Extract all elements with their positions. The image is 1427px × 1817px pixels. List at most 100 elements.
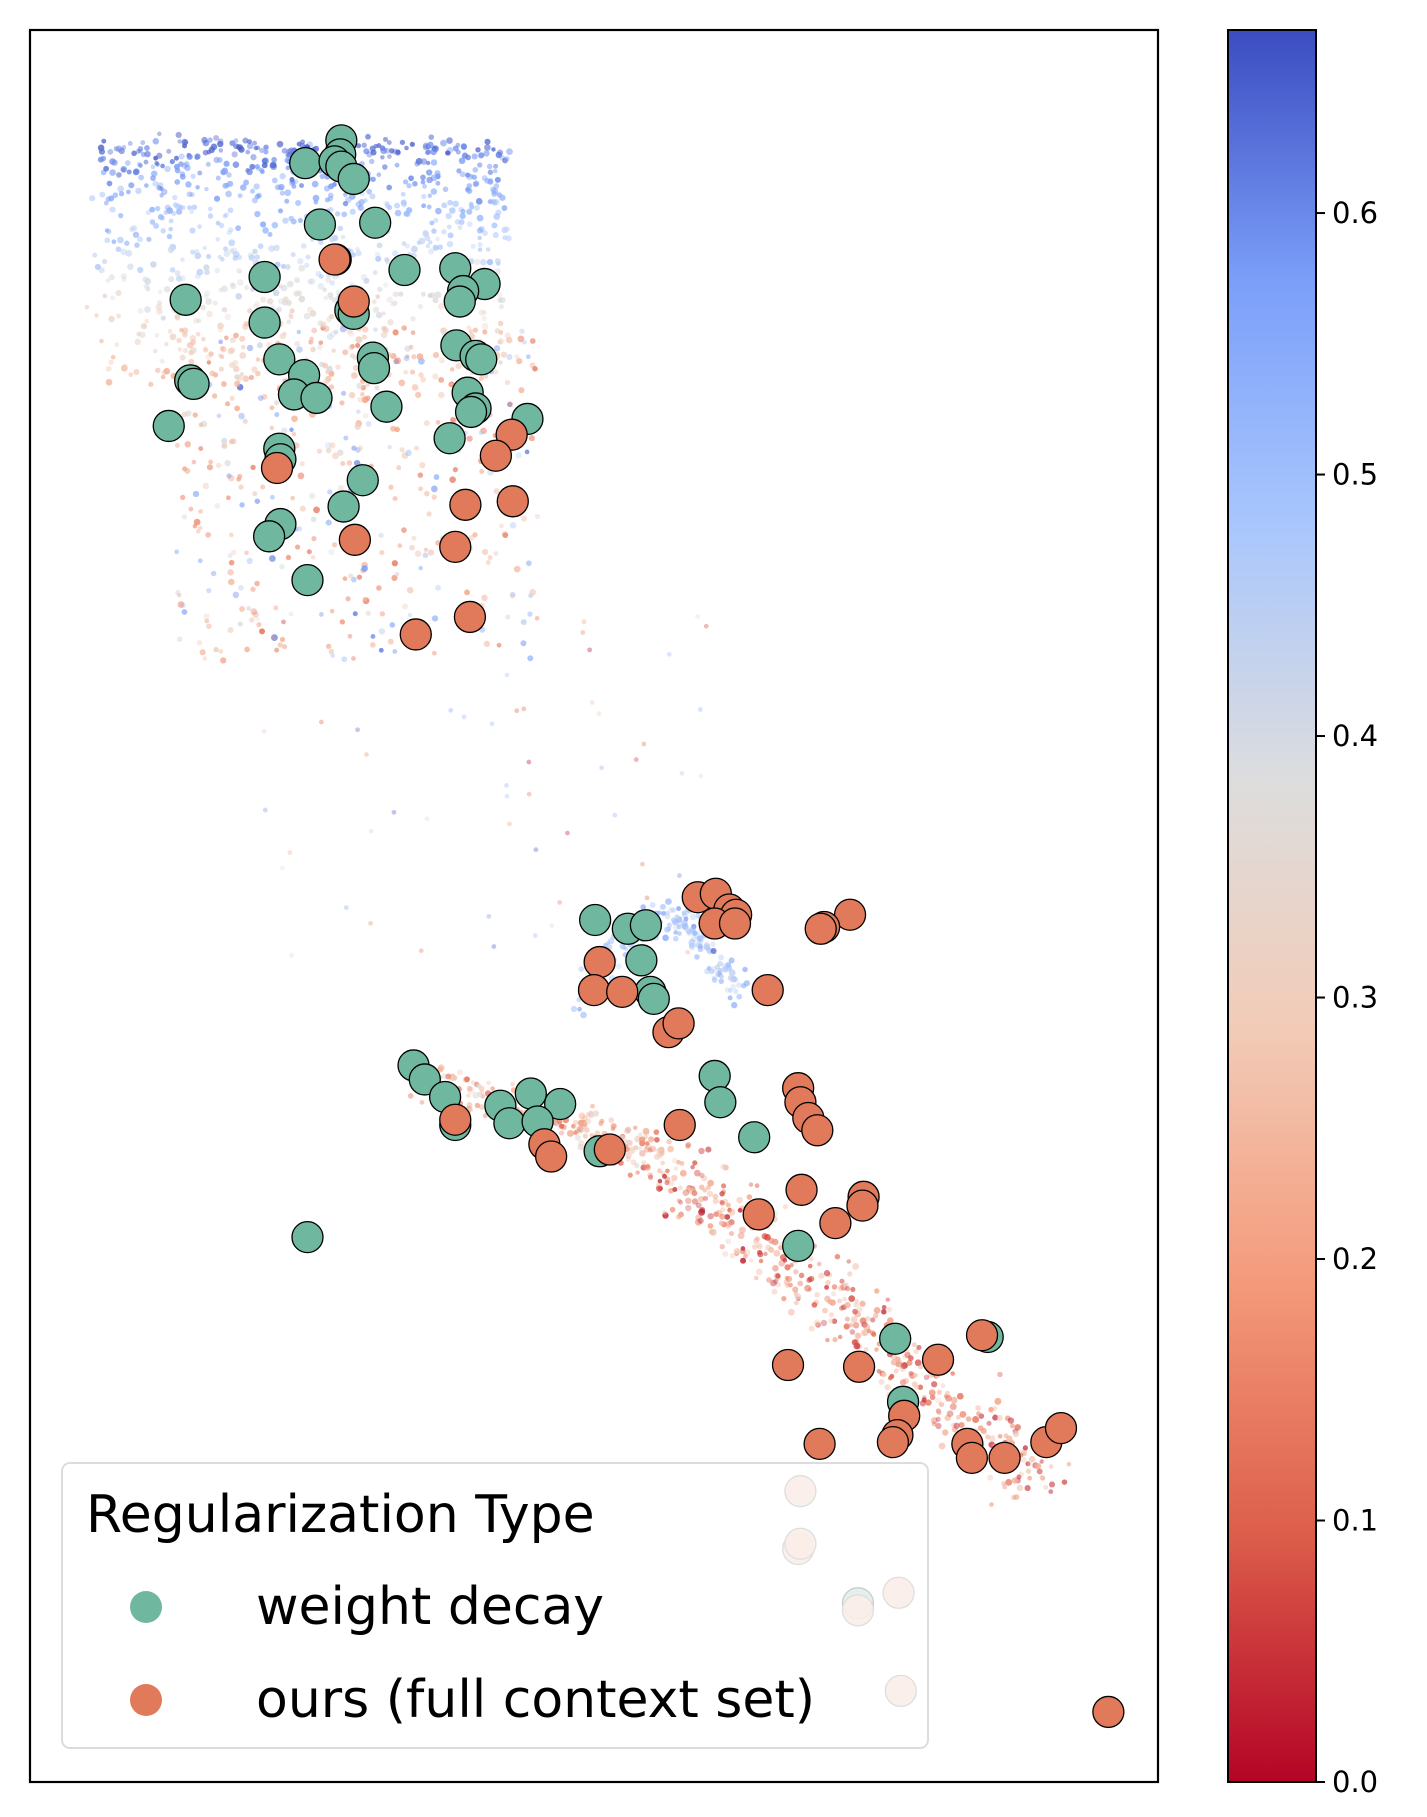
- cloud-point: [890, 1359, 898, 1366]
- cloud-point: [859, 1300, 866, 1307]
- cloud-point: [580, 1127, 586, 1133]
- cloud-point: [204, 618, 210, 624]
- cloud-point: [245, 149, 251, 155]
- cloud-point: [387, 444, 392, 450]
- cloud-point: [728, 969, 736, 977]
- cloud-point: [150, 261, 157, 268]
- cloud-point: [430, 159, 438, 166]
- marker-ours: [453, 600, 487, 634]
- cloud-point: [407, 612, 413, 618]
- cloud-point: [348, 391, 356, 399]
- cloud-point: [785, 1283, 790, 1288]
- cloud-point: [122, 363, 128, 369]
- marker-ours: [846, 1189, 879, 1222]
- cloud-point: [394, 209, 402, 217]
- cloud-point: [104, 237, 111, 244]
- cloud-point: [773, 1249, 781, 1257]
- cloud-point: [435, 207, 442, 215]
- cloud-point: [852, 1263, 860, 1270]
- cloud-point: [865, 1316, 871, 1322]
- cloud-point: [375, 294, 381, 299]
- cloud-point: [126, 189, 131, 195]
- cloud-point: [242, 418, 248, 424]
- cloud-point: [271, 156, 277, 163]
- cloud-point: [281, 147, 288, 154]
- cloud-point: [179, 327, 184, 333]
- cloud-point: [746, 1194, 753, 1200]
- cloud-point: [625, 1156, 631, 1162]
- cloud-point: [598, 1120, 604, 1127]
- cloud-point: [366, 151, 373, 158]
- cloud-point: [1009, 1423, 1015, 1429]
- cloud-point: [522, 340, 527, 345]
- cloud-point: [478, 152, 485, 159]
- cloud-point: [592, 1110, 600, 1117]
- cloud-point: [217, 353, 223, 358]
- cloud-point: [400, 199, 407, 206]
- cloud-point: [252, 491, 258, 497]
- cloud-point: [711, 977, 718, 983]
- cloud-point: [740, 1246, 746, 1251]
- cloud-point: [237, 621, 243, 627]
- cloud-point: [215, 237, 220, 242]
- cloud-point: [753, 1275, 759, 1281]
- cloud-point: [1039, 1475, 1045, 1480]
- cloud-point: [911, 1342, 917, 1348]
- cloud-point: [639, 1136, 646, 1143]
- cloud-point: [426, 169, 433, 176]
- cloud-point: [729, 1231, 734, 1237]
- cloud-point: [504, 379, 511, 386]
- cloud-point: [163, 367, 171, 375]
- cloud-point: [464, 589, 470, 596]
- cloud-point: [435, 584, 442, 591]
- cloud-point: [233, 332, 239, 339]
- cloud-point: [220, 657, 227, 664]
- cloud-point: [206, 254, 212, 260]
- cloud-point: [131, 150, 137, 157]
- cloud-point: [720, 1207, 726, 1213]
- cloud-point: [452, 145, 459, 152]
- cloud-point: [634, 1162, 640, 1169]
- cloud-point: [404, 145, 409, 151]
- cloud-point: [263, 145, 269, 150]
- cloud-point: [105, 365, 112, 372]
- cloud-point: [208, 146, 215, 154]
- marker-weight-decay: [291, 1220, 324, 1254]
- cloud-point: [260, 169, 265, 175]
- cloud-point: [116, 172, 122, 178]
- cloud-point: [307, 278, 314, 285]
- cloud-point: [717, 960, 723, 967]
- cloud-point: [238, 146, 245, 153]
- cloud-point: [456, 1069, 463, 1076]
- cloud-point: [584, 1127, 590, 1133]
- marker-weight-decay: [782, 1229, 815, 1263]
- cloud-point: [493, 551, 499, 556]
- cloud-point: [526, 759, 532, 765]
- cloud-point: [996, 1415, 1003, 1422]
- cloud-point: [217, 326, 224, 333]
- cloud-point: [293, 290, 300, 297]
- cloud-point: [254, 580, 260, 587]
- marker-ours: [988, 1441, 1021, 1475]
- cloud-point: [491, 222, 498, 229]
- cloud-point: [417, 303, 424, 310]
- cloud-point: [164, 165, 171, 173]
- cloud-point: [466, 1101, 473, 1108]
- cloud-point: [299, 183, 304, 188]
- cloud-point: [627, 1172, 633, 1178]
- marker-weight-decay: [337, 162, 370, 196]
- cloud-point: [481, 594, 488, 602]
- cloud-point: [491, 187, 499, 195]
- cloud-point: [421, 194, 427, 200]
- marker-weight-decay: [300, 381, 333, 415]
- cloud-point: [374, 385, 380, 391]
- marker-weight-decay: [514, 1077, 547, 1110]
- cloud-point: [669, 1206, 676, 1213]
- cloud-point: [895, 1362, 900, 1367]
- cloud-point: [395, 149, 401, 155]
- cloud-point: [223, 212, 229, 218]
- cloud-point: [348, 344, 354, 351]
- cloud-point: [125, 250, 133, 257]
- cloud-point: [181, 609, 188, 615]
- cloud-point: [728, 957, 735, 964]
